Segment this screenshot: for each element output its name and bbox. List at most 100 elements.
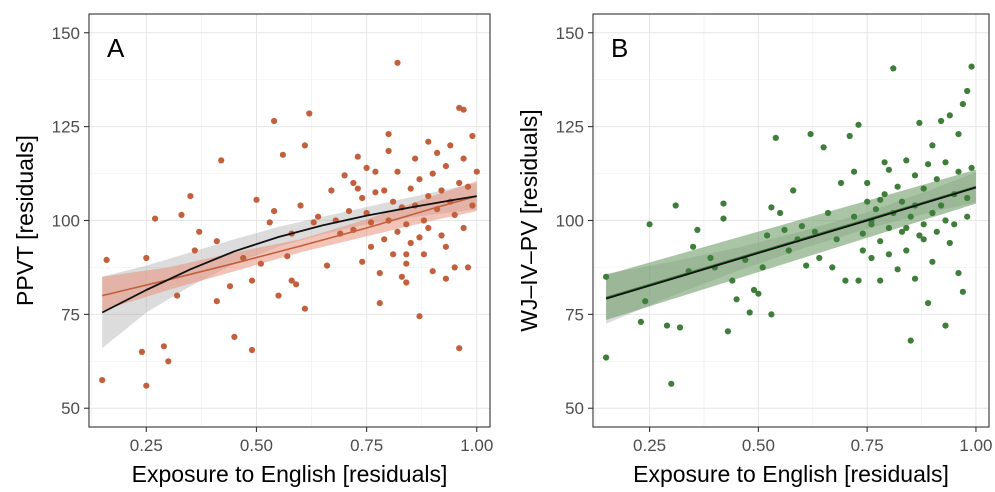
panel-a-data-point [354,153,361,160]
panel-a-data-point [469,132,476,140]
panel-b-data-point [864,198,871,205]
panel-a-data-point [310,219,317,226]
panel-b-x-tick-label: 0.50 [742,436,775,455]
panel-a-y-tick-label: 50 [61,399,80,418]
panel-b-data-point [859,247,866,254]
panel-b-points [603,63,975,387]
panel-a-data-point [213,298,220,305]
panel-b-y-tick-label: 125 [556,118,584,137]
panel-b-y-tick-label: 75 [565,305,584,324]
panel-b-data-point [742,256,749,263]
panel-b-data-point [911,172,919,179]
panel-a-overall-fit-line [101,195,477,314]
panel-a-x-ticks: 0.25 0.50 0.75 1.00 [130,427,493,455]
panel-a-data-point [297,202,304,209]
panel-a-y-tick-label: 75 [61,305,80,324]
panel-a-label: A [107,33,125,63]
panel-a-data-point [403,221,410,228]
panel-b-data-point [790,187,797,194]
panel-a-data-point [425,224,432,232]
panel-b-data-point [925,161,932,168]
panel-b-data-point [690,243,697,250]
panel-a-data-point [143,382,150,389]
panel-a-data-point [451,264,458,271]
panel-a-x-tick-label: 0.25 [130,436,163,455]
panel-b-x-tick-label: 1.00 [959,436,992,455]
panel-b-data-point [750,286,758,294]
panel-a-y-tick-label: 100 [52,212,80,231]
panel-a-data-point [354,185,361,192]
panel-b-data-point [951,221,958,228]
panel-a-data-point [99,377,106,384]
panel-a-data-point [425,193,432,200]
panel-a-data-point [266,219,273,226]
panel-b-data-point [964,194,971,202]
panel-b-data-point [903,157,910,164]
panel-a-data-point [275,292,282,299]
panel-a-data-point [143,254,150,262]
panel-b-y-tick-label: 100 [556,212,584,231]
panel-a-data-point [218,157,225,164]
panel-a-data-point [288,277,295,284]
panel-a-data-point [226,283,234,290]
panel-a-data-point [447,142,454,149]
panel-a-data-point [442,275,449,282]
panel-a-data-point [165,358,172,365]
panel-b-data-point [729,277,736,284]
panel-b-data-point [933,228,940,235]
panel-b-data-point [694,226,701,233]
panel-b-data-point [907,213,914,220]
panel-b-data-point [816,254,823,262]
panel-b-x-tick-label: 0.75 [851,436,884,455]
panel-b-data-point [820,144,827,151]
panel-b-x-ticks: 0.25 0.50 0.75 1.00 [633,427,992,455]
panel-a-data-point [460,106,467,113]
panel-b-data-point [733,296,740,303]
panel-b-data-point [824,209,832,217]
panel-a-data-point [460,155,467,162]
panel-b-data-point [907,337,914,344]
panel-b-data-point [920,221,927,228]
panel-b-data-point [829,264,836,271]
panel-b-data-point [946,239,953,247]
panel-b-data-point [938,202,945,209]
panel-b-data-point [755,290,762,297]
panel-b-grid [593,14,989,427]
panel-b-data-point [964,213,971,220]
panel-a-data-point [363,164,370,171]
panel-b-data-point [768,311,775,318]
panel-b-data-point [920,185,927,192]
panel-a-data-point [372,168,379,175]
panel-b-data-point [885,166,893,173]
panel-a-data-point [284,253,291,260]
panel-a-data-point [464,264,472,271]
panel-b-data-point [911,275,919,282]
panel-a-data-point [394,168,401,175]
panel-a-data-point [279,151,286,158]
panel-a-data-point [438,232,445,239]
panel-b-data-point [929,142,936,149]
panel-b-data-point [642,298,649,305]
panel-a-data-point [174,292,181,299]
panel-b-data-point [942,217,949,224]
panel-b-data-point [768,204,775,211]
panel-b-data-point [668,380,675,387]
panel-b-data-point [676,324,684,331]
panel-a-data-point [350,179,357,187]
panel-b-data-point [898,228,906,235]
panel-a-data-point [403,251,410,258]
panel-b-data-point [855,277,862,284]
panel-b-data-point [946,112,953,119]
panel-b-x-tick-label: 0.25 [633,436,666,455]
panel-a-data-point [196,228,203,235]
panel-a-data-point [390,198,397,205]
panel-b-y-tick-label: 50 [565,399,584,418]
panel-b-data-point [663,322,671,329]
panel-b-data-point [764,232,771,239]
panel-b-data-point [637,318,645,325]
panel-b-data-point [720,215,727,222]
panel-a-data-point [442,243,449,250]
panel-a-data-point [420,251,427,258]
panel-a-data-point [398,273,405,280]
